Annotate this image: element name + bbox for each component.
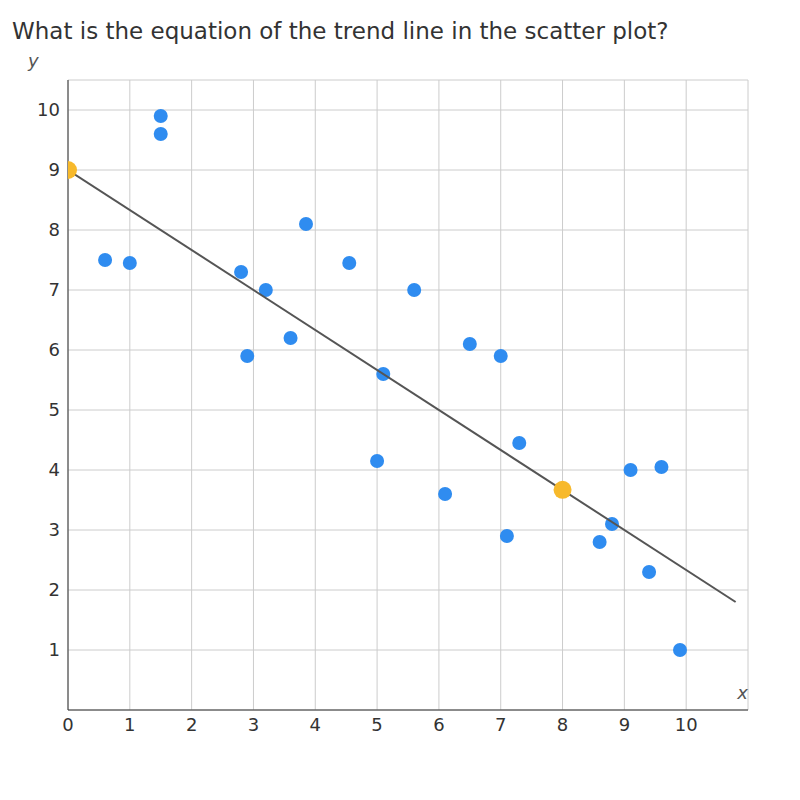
svg-text:6: 6 — [49, 339, 60, 360]
svg-text:1: 1 — [49, 639, 60, 660]
svg-text:5: 5 — [371, 714, 382, 735]
svg-text:9: 9 — [619, 714, 630, 735]
svg-text:7: 7 — [49, 279, 60, 300]
svg-text:y: y — [27, 50, 39, 71]
svg-text:3: 3 — [248, 714, 259, 735]
svg-text:10: 10 — [37, 99, 60, 120]
svg-text:7: 7 — [495, 714, 506, 735]
svg-text:2: 2 — [49, 579, 60, 600]
svg-text:x: x — [736, 682, 748, 703]
svg-text:6: 6 — [433, 714, 444, 735]
svg-text:8: 8 — [557, 714, 568, 735]
svg-text:4: 4 — [49, 459, 60, 480]
svg-text:1: 1 — [124, 714, 135, 735]
svg-text:9: 9 — [49, 159, 60, 180]
svg-text:3: 3 — [49, 519, 60, 540]
svg-text:4: 4 — [310, 714, 321, 735]
svg-text:0: 0 — [62, 714, 73, 735]
svg-text:10: 10 — [675, 714, 698, 735]
svg-text:5: 5 — [49, 399, 60, 420]
svg-text:2: 2 — [186, 714, 197, 735]
html-text:What is the equation of the tr: What is the equation of the trend line i… — [12, 18, 669, 44]
svg-text:8: 8 — [49, 219, 60, 240]
